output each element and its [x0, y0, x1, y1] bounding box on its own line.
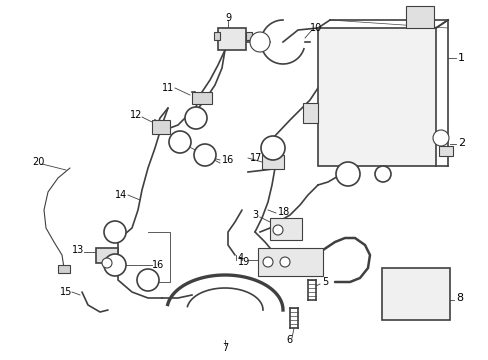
- Text: 17: 17: [249, 153, 262, 163]
- Circle shape: [432, 130, 448, 146]
- Circle shape: [104, 221, 126, 243]
- Text: 8: 8: [455, 293, 462, 303]
- Circle shape: [374, 166, 390, 182]
- Text: 16: 16: [222, 155, 234, 165]
- Text: 1: 1: [457, 53, 464, 63]
- Circle shape: [104, 254, 126, 276]
- Text: 10: 10: [309, 23, 322, 33]
- Text: 19: 19: [238, 257, 250, 267]
- Text: 15: 15: [60, 287, 72, 297]
- Circle shape: [261, 136, 285, 160]
- Bar: [262, 155, 284, 169]
- Circle shape: [263, 257, 272, 267]
- Circle shape: [249, 32, 269, 52]
- Bar: [214, 32, 220, 40]
- Bar: [381, 268, 449, 320]
- Text: 5: 5: [321, 277, 327, 287]
- Bar: [258, 248, 323, 276]
- Text: 4: 4: [238, 253, 244, 263]
- Bar: [438, 146, 452, 156]
- Bar: [58, 265, 70, 273]
- Text: 9: 9: [224, 13, 231, 23]
- Bar: [245, 32, 251, 40]
- Text: 7: 7: [222, 343, 228, 353]
- Text: 2: 2: [457, 138, 464, 148]
- Bar: [192, 92, 212, 104]
- Circle shape: [102, 258, 112, 268]
- Circle shape: [272, 225, 283, 235]
- Bar: [317, 28, 435, 166]
- Text: 12: 12: [130, 110, 142, 120]
- Bar: [218, 28, 245, 50]
- Circle shape: [194, 144, 216, 166]
- Text: 20: 20: [32, 157, 44, 167]
- Text: 6: 6: [285, 335, 291, 345]
- Bar: [405, 6, 433, 28]
- Circle shape: [335, 162, 359, 186]
- Bar: [269, 218, 302, 240]
- Text: 16: 16: [152, 260, 164, 270]
- Text: 11: 11: [162, 83, 174, 93]
- Circle shape: [137, 269, 159, 291]
- Bar: [96, 248, 118, 263]
- Circle shape: [169, 131, 191, 153]
- Text: 18: 18: [278, 207, 290, 217]
- Text: 14: 14: [115, 190, 127, 200]
- Bar: [303, 103, 317, 123]
- Circle shape: [280, 257, 289, 267]
- Text: 13: 13: [72, 245, 84, 255]
- Text: 3: 3: [251, 210, 258, 220]
- Bar: [152, 120, 170, 134]
- Circle shape: [184, 107, 206, 129]
